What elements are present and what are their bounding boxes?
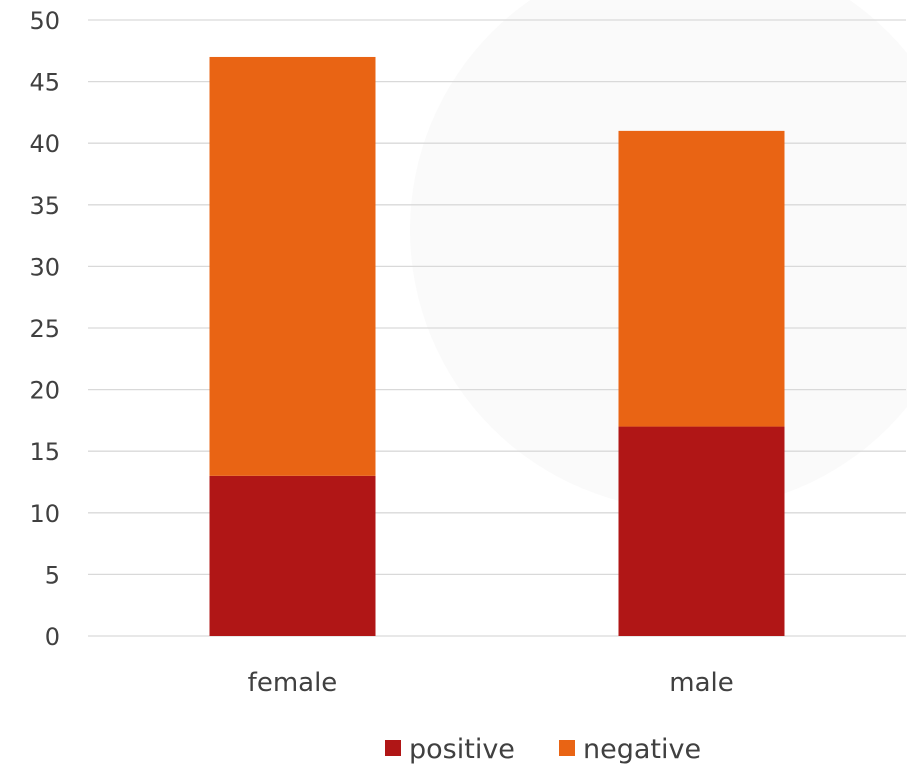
y-tick-label: 50 (29, 7, 60, 35)
y-tick-label: 40 (29, 130, 60, 158)
legend-swatch-negative (559, 740, 575, 756)
y-tick-label: 0 (45, 623, 60, 651)
y-axis-tick-labels: 0 5 10 15 20 25 30 35 40 45 50 (29, 7, 60, 651)
x-axis-category-labels: female male (248, 668, 734, 698)
legend: positive negative (385, 734, 701, 765)
y-tick-label: 15 (29, 438, 60, 466)
y-tick-label: 30 (29, 253, 60, 281)
bar-positive-female (209, 475, 376, 636)
legend-label-positive: positive (409, 734, 515, 765)
y-tick-label: 20 (29, 377, 60, 405)
x-category-label: male (669, 668, 733, 698)
bar-positive-male (618, 426, 785, 636)
bar-negative-female (209, 56, 376, 476)
y-tick-label: 10 (29, 500, 60, 528)
y-tick-label: 35 (29, 192, 60, 220)
y-tick-label: 45 (29, 69, 60, 97)
bar-negative-male (618, 130, 785, 427)
y-tick-label: 5 (45, 561, 60, 589)
legend-swatch-positive (385, 740, 401, 756)
x-category-label: female (248, 668, 338, 698)
y-tick-label: 25 (29, 315, 60, 343)
legend-label-negative: negative (583, 734, 701, 765)
bars (209, 56, 785, 636)
